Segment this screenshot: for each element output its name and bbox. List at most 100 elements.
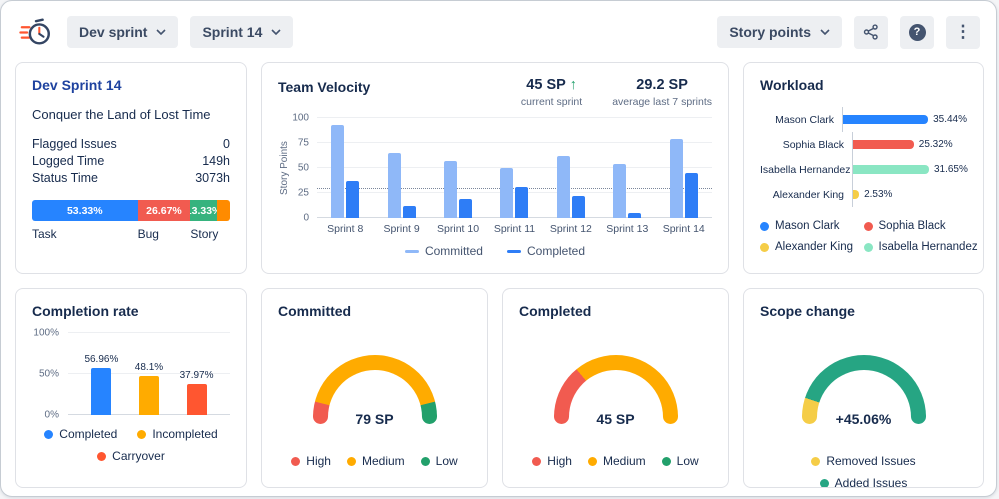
velocity-bar <box>628 213 642 218</box>
legend-item: Alexander King <box>760 241 864 253</box>
metric-dropdown[interactable]: Story points <box>717 16 842 48</box>
legend-label: Committed <box>424 244 483 258</box>
velocity-legend: Committed Completed <box>278 244 712 258</box>
distribution-segment: 13.33% <box>190 200 217 221</box>
workload-bar <box>853 165 929 174</box>
velocity-bar <box>515 187 529 218</box>
velocity-bar <box>684 173 698 218</box>
velocity-yaxis: 100 75 50 25 0 <box>291 113 317 224</box>
legend-dot <box>346 456 356 466</box>
legend-item: Committed <box>404 244 483 258</box>
board-dropdown[interactable]: Dev sprint <box>67 16 179 48</box>
share-icon <box>863 24 878 40</box>
legend-dot <box>420 456 430 466</box>
app-logo-icon <box>17 14 55 50</box>
distribution-label: Task <box>32 227 57 241</box>
completion-bar-group: 48.1% <box>135 333 163 415</box>
legend-label: Mason Clark <box>775 220 840 232</box>
y-axis-tick: 100 <box>292 112 309 124</box>
workload-value: 35.44% <box>933 114 967 125</box>
workload-card: Workload Mason Clark 35.44% Sophia Black 25… <box>743 62 984 274</box>
average-line <box>317 187 712 189</box>
legend-dot <box>811 456 821 466</box>
distribution-label: Bug <box>137 227 159 241</box>
gridline <box>317 142 712 143</box>
completed-legend: High Medium Low <box>519 454 712 468</box>
legend-label: Completed <box>59 427 118 441</box>
completion-bars: 56.96% 48.1% 37.97% <box>68 333 230 415</box>
legend-label: Added Issues <box>834 476 908 488</box>
workload-row: Sophia Black 25.32% <box>760 132 967 157</box>
more-options-button[interactable]: ⋮ <box>946 15 980 49</box>
completion-bar-group: 37.97% <box>180 333 214 415</box>
legend-item: Sophia Black <box>863 220 968 232</box>
average-value: 29.2 SP <box>636 77 688 93</box>
gridline <box>317 167 712 168</box>
chevron-down-icon <box>271 29 281 35</box>
legend-label: Alexander King <box>775 241 853 253</box>
velocity-bar <box>669 139 683 218</box>
legend-dot <box>291 456 301 466</box>
velocity-chart: Story Points 100 75 50 25 0 Sprint 8 Sprint 9… <box>278 113 712 235</box>
gauge-cap <box>910 409 926 424</box>
completion-yaxis: 100% 50% 0% <box>32 328 68 421</box>
completion-bar <box>138 375 159 415</box>
legend-dot <box>137 429 147 439</box>
workload-legend: Mason Clark Sophia Black Alexander King Isa… <box>760 220 978 253</box>
issue-distribution-labels: Task Bug Story <box>32 227 230 242</box>
help-icon: ? <box>908 23 926 41</box>
board-dropdown-label: Dev sprint <box>79 24 148 40</box>
metric-number: 45 SP <box>526 77 566 93</box>
legend-item: Medium <box>346 454 405 468</box>
velocity-bar <box>331 125 345 218</box>
gridline <box>317 192 712 193</box>
gridline <box>68 373 230 374</box>
sprint-title: Dev Sprint 14 <box>32 77 122 93</box>
stat-value: 149h <box>202 154 230 168</box>
y-axis-tick: 75 <box>297 137 309 149</box>
stat-label: Status Time <box>32 171 98 185</box>
y-axis-tick: 0% <box>44 409 59 421</box>
metric-caption: average last 7 sprints <box>612 96 712 108</box>
legend-item: High <box>291 454 331 468</box>
stat-row: Flagged Issues 0 <box>32 137 230 152</box>
legend-dot <box>760 221 769 231</box>
workload-title: Workload <box>760 77 824 93</box>
workload-bar-track: 31.65% <box>852 157 968 182</box>
y-axis-tick: 0 <box>303 212 309 224</box>
completed-value: 45 SP <box>596 411 635 427</box>
chevron-down-icon <box>156 29 167 35</box>
completion-legend: Completed Incompleted Carryover <box>32 427 230 463</box>
bar-value-label: 48.1% <box>134 361 164 373</box>
scope-change-value: +45.06% <box>835 411 892 427</box>
x-axis-label: Sprint 14 <box>662 223 705 235</box>
legend-label: Removed Issues <box>826 454 916 468</box>
distribution-segment: 53.33% <box>32 200 138 221</box>
stat-label: Logged Time <box>32 154 105 168</box>
help-button[interactable]: ? <box>900 15 934 49</box>
sprint-dropdown[interactable]: Sprint 14 <box>190 16 294 48</box>
share-button[interactable] <box>854 15 888 49</box>
dashboard-grid: Dev Sprint 14 Conquer the Land of Lost T… <box>1 62 996 488</box>
velocity-bar-group <box>556 118 585 218</box>
issue-distribution-bar: 53.33%26.67%13.33% <box>32 200 230 221</box>
sprint-dropdown-label: Sprint 14 <box>202 24 263 40</box>
topbar: Dev sprint Sprint 14 Story points ? ⋮ <box>1 1 996 62</box>
workload-value: 31.65% <box>933 164 968 175</box>
metric-caption: current sprint <box>520 96 583 108</box>
velocity-bar <box>613 164 627 218</box>
legend-label: Medium <box>361 454 405 468</box>
x-axis-label: Sprint 8 <box>327 223 364 235</box>
completion-plot: 56.96% 48.1% 37.97% <box>68 332 230 415</box>
legend-label: Completed <box>526 244 586 258</box>
completion-bar <box>91 368 112 415</box>
workload-name: Mason Clark <box>775 113 835 126</box>
legend-dot <box>661 456 671 466</box>
trend-up-icon: ↑ <box>569 77 577 93</box>
completion-bar-group: 56.96% <box>84 333 118 415</box>
velocity-bar <box>387 153 401 218</box>
committed-legend: High Medium Low <box>278 454 471 468</box>
team-velocity-card: Team Velocity 45 SP ↑ current sprint 29.… <box>261 62 729 274</box>
workload-name: Alexander King <box>772 188 844 201</box>
